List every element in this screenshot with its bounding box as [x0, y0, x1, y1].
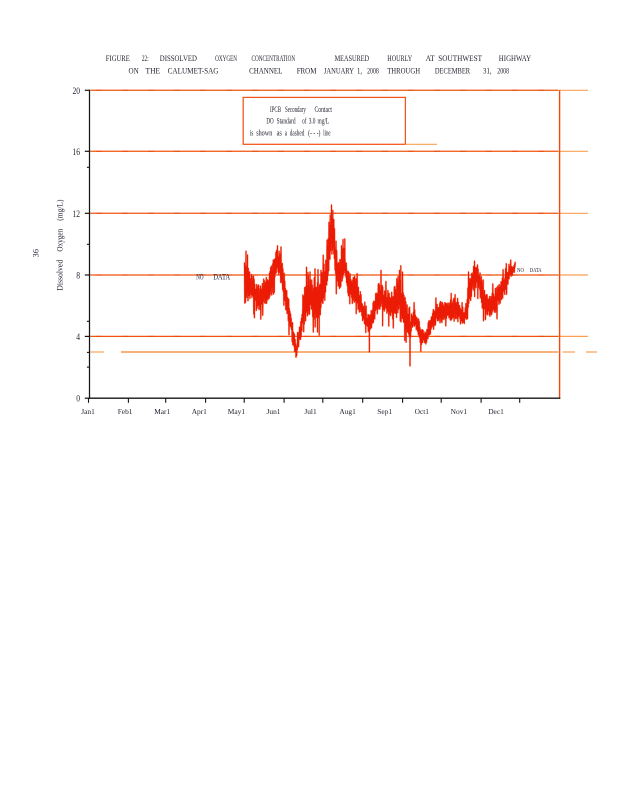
svg-text:Aug1: Aug1	[339, 407, 356, 416]
svg-text:HIGHWAY: HIGHWAY	[499, 54, 531, 63]
svg-text:THROUGH: THROUGH	[387, 66, 420, 75]
svg-text:Feb1: Feb1	[118, 407, 133, 416]
svg-text:Apr1: Apr1	[192, 407, 207, 416]
svg-text:HOURLY: HOURLY	[387, 54, 412, 63]
svg-text:IPCB: IPCB	[270, 105, 281, 114]
svg-text:2008: 2008	[367, 66, 379, 75]
svg-text:of: of	[302, 117, 306, 126]
svg-text:is: is	[250, 129, 254, 138]
svg-text:0: 0	[76, 395, 80, 405]
svg-text:16: 16	[73, 148, 81, 158]
svg-text:FROM: FROM	[297, 66, 317, 75]
svg-text:Oxygen: Oxygen	[56, 229, 65, 252]
svg-text:AT: AT	[426, 54, 435, 63]
svg-text:36: 36	[31, 248, 41, 257]
svg-text:(mg/L): (mg/L)	[56, 199, 65, 220]
svg-text:dashed: dashed	[290, 129, 305, 138]
svg-text:line: line	[323, 129, 331, 138]
svg-text:4: 4	[76, 333, 80, 343]
svg-text:shown: shown	[256, 129, 272, 138]
svg-text:Jun1: Jun1	[267, 407, 281, 416]
svg-text:Mar1: Mar1	[154, 407, 170, 416]
svg-text:31,: 31,	[483, 66, 491, 75]
svg-text:mg/L: mg/L	[318, 117, 330, 126]
svg-text:JANUARY: JANUARY	[324, 66, 354, 75]
svg-text:3.0: 3.0	[309, 117, 316, 126]
svg-text:CONCENTRATION: CONCENTRATION	[252, 54, 296, 63]
svg-text:Jul1: Jul1	[304, 407, 317, 416]
svg-text:FIGURE: FIGURE	[106, 54, 130, 63]
svg-text:8: 8	[76, 271, 80, 281]
svg-text:Dec1: Dec1	[488, 407, 504, 416]
svg-text:May1: May1	[228, 407, 246, 416]
svg-text:2008: 2008	[497, 66, 509, 75]
svg-text:THE: THE	[146, 66, 161, 75]
svg-text:NO: NO	[517, 267, 524, 274]
svg-text:SOUTHWEST: SOUTHWEST	[438, 54, 482, 63]
svg-text:Sep1: Sep1	[377, 407, 392, 416]
svg-text:Contact: Contact	[315, 105, 333, 114]
svg-text:DECEMBER: DECEMBER	[435, 66, 471, 75]
svg-text:22:: 22:	[142, 54, 149, 63]
svg-text:NO: NO	[196, 271, 203, 281]
svg-text:a: a	[285, 129, 288, 138]
svg-text:Standard: Standard	[277, 117, 296, 126]
svg-text:CHANNEL: CHANNEL	[249, 66, 282, 75]
svg-text:Secondary: Secondary	[285, 105, 306, 114]
svg-text:ON: ON	[129, 66, 139, 75]
svg-text:Jan1: Jan1	[81, 407, 95, 416]
svg-text:CALUMET-SAG: CALUMET-SAG	[168, 66, 219, 75]
svg-text:Dissolved: Dissolved	[56, 260, 65, 291]
svg-text:OXYGEN: OXYGEN	[215, 54, 237, 63]
svg-text:20: 20	[73, 87, 81, 97]
svg-text:Oct1: Oct1	[415, 407, 430, 416]
svg-text:Nov1: Nov1	[451, 407, 468, 416]
svg-text:DATA: DATA	[530, 267, 542, 274]
svg-text:(- - -): (- - -)	[308, 129, 320, 138]
svg-text:MEASURED: MEASURED	[335, 54, 370, 63]
svg-text:DO: DO	[266, 117, 273, 126]
svg-text:DATA: DATA	[213, 271, 230, 281]
svg-text:1,: 1,	[357, 66, 362, 75]
svg-text:DISSOLVED: DISSOLVED	[160, 54, 197, 63]
svg-text:12: 12	[73, 210, 81, 220]
svg-text:as: as	[277, 129, 282, 138]
